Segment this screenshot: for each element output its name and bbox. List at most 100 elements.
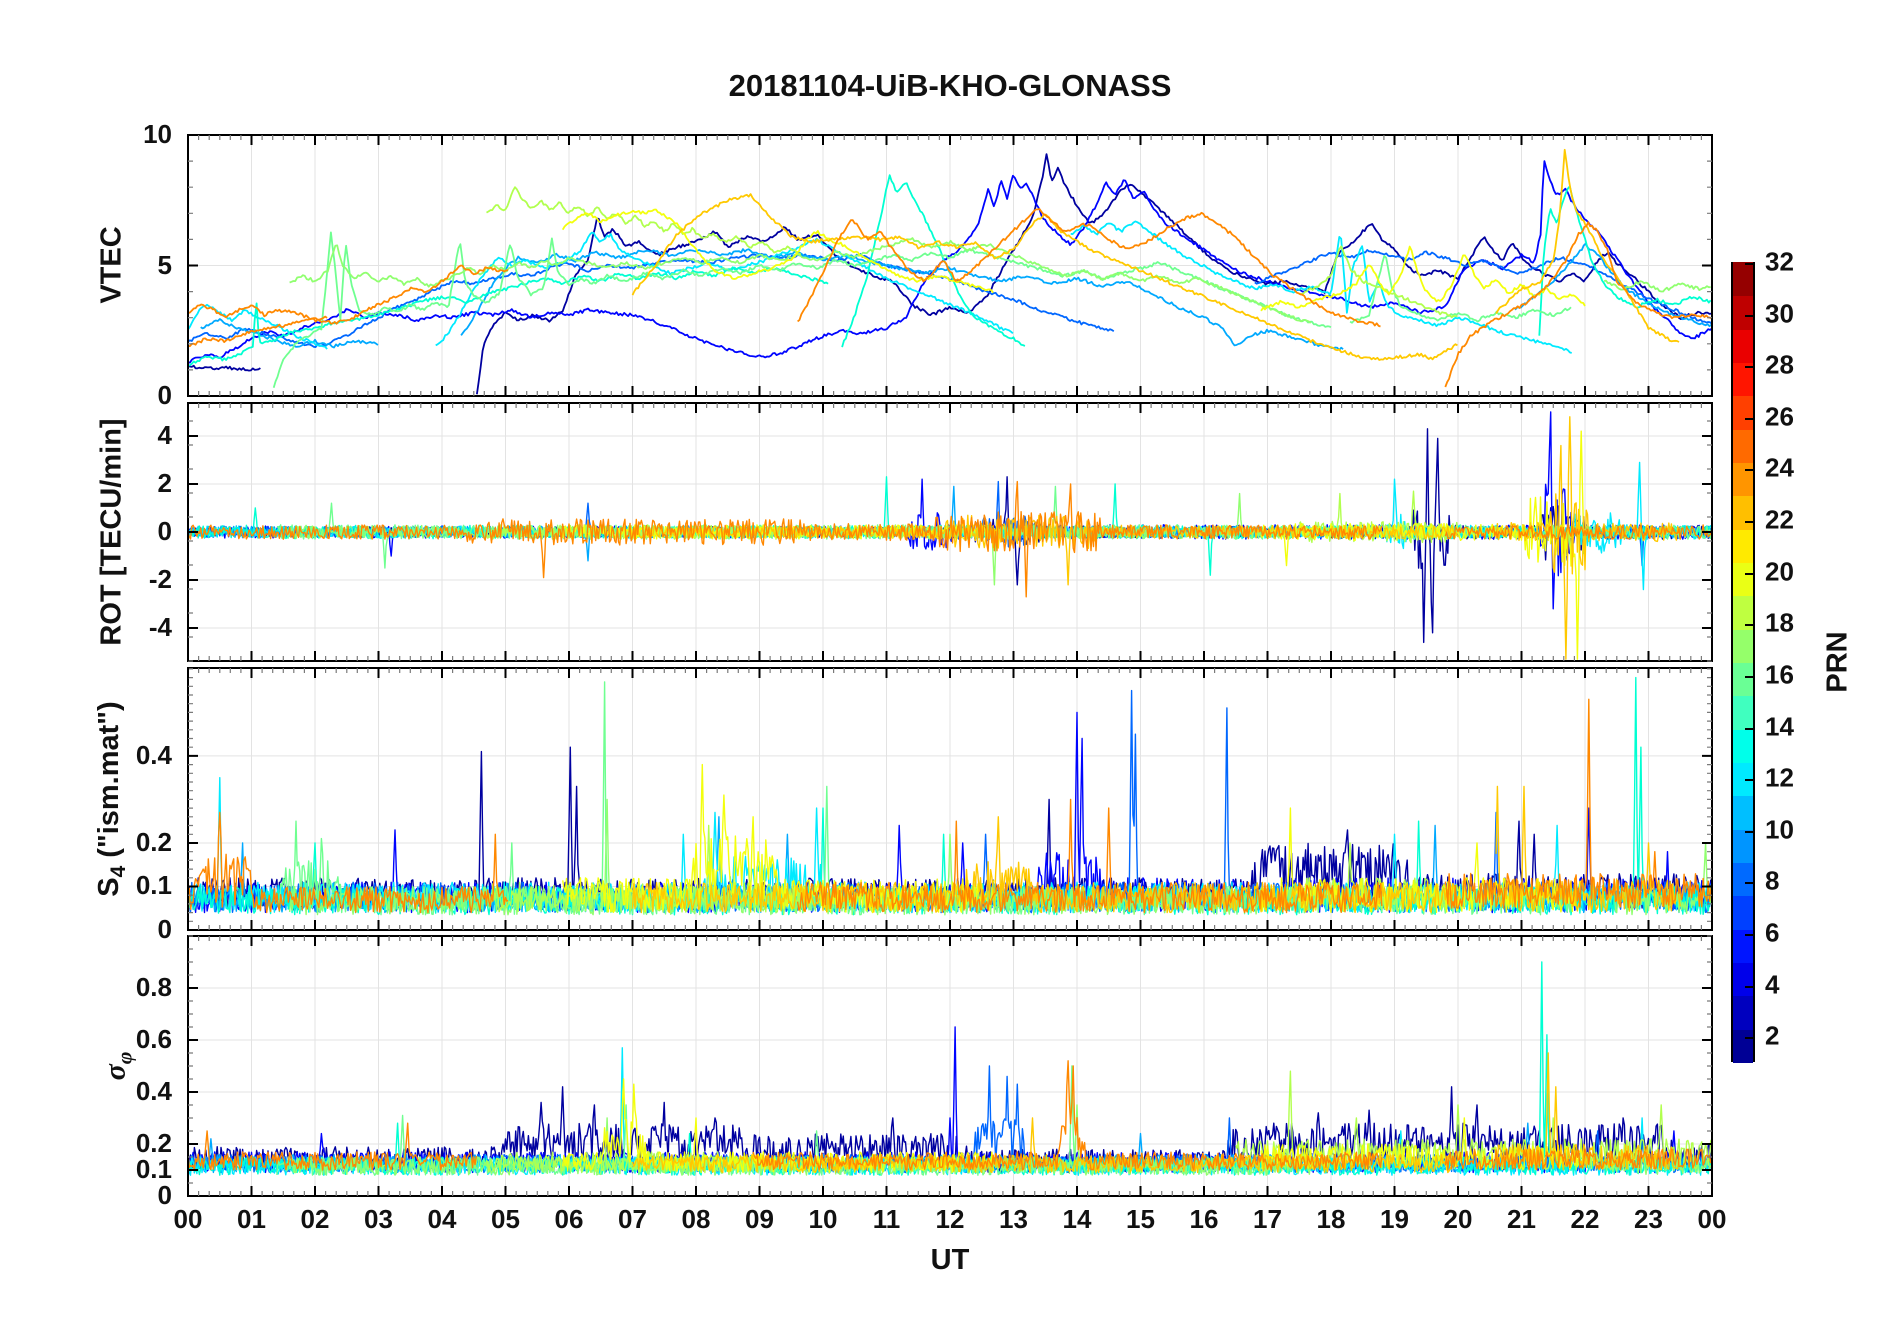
y-tick-label-vtec: 5 [157, 249, 172, 280]
major-ticks-rot [187, 403, 1713, 661]
x-tick-label: 13 [999, 1204, 1028, 1234]
colorbar-tick [1745, 727, 1753, 730]
x-tick-label: 07 [618, 1204, 647, 1234]
y-tick-label-rot: 4 [157, 420, 172, 450]
colorbar-segment [1733, 962, 1753, 997]
x-tick-label: 15 [1126, 1204, 1155, 1234]
major-ticks-s4 [187, 668, 1713, 931]
colorbar-tick [1745, 779, 1753, 782]
colorbar-tick [1745, 675, 1753, 678]
colorbar-tick [1745, 624, 1753, 627]
colorbar-tick [1745, 366, 1753, 369]
x-tick-label: 00 [1697, 1204, 1727, 1234]
x-tick-label: 23 [1634, 1204, 1663, 1234]
x-tick-label: 05 [491, 1204, 520, 1234]
colorbar-segment [1733, 495, 1753, 530]
panel-s4 [187, 667, 1713, 931]
x-tick-label: 03 [364, 1204, 393, 1234]
series-prn18-vtec [486, 186, 1458, 319]
series-prn10-vtec [200, 242, 1712, 351]
colorbar-segment [1733, 395, 1753, 430]
colorbar-segment [1733, 362, 1753, 397]
x-tick-label: 04 [427, 1204, 457, 1234]
y-tick-label-sigma-phi: 0 [157, 1180, 172, 1210]
colorbar-segment [1733, 562, 1753, 597]
colorbar-segment [1733, 462, 1753, 497]
y-tick-label-vtec: 10 [143, 119, 172, 149]
colorbar-tick [1745, 1037, 1753, 1040]
colorbar-segment [1733, 928, 1753, 963]
colorbar-segment [1733, 295, 1753, 330]
colorbar-tick [1745, 263, 1753, 265]
major-ticks-sigma-phi [187, 936, 1713, 1197]
gridlines-vtec [188, 135, 1712, 396]
x-tick-label: 14 [1062, 1204, 1092, 1234]
minor-ticks-s4 [188, 668, 1712, 931]
colorbar-tick [1745, 572, 1753, 575]
series-group-s4 [188, 676, 1712, 916]
colorbar-tick-label: 14 [1765, 711, 1794, 742]
panel-sigma-phi [187, 935, 1713, 1197]
x-tick-label: 19 [1380, 1204, 1409, 1234]
panel-rot [187, 402, 1713, 662]
y-tick-label-sigma-phi: 0.6 [135, 1024, 172, 1054]
colorbar-segment [1733, 595, 1753, 630]
colorbar-tick-label: 22 [1765, 504, 1794, 535]
minor-ticks-vtec [188, 134, 1712, 397]
colorbar-tick-label: 10 [1765, 814, 1794, 845]
panel-vtec [187, 134, 1713, 397]
x-tick-label: 20 [1443, 1204, 1473, 1234]
series-prn24-s4 [188, 698, 1712, 914]
y-tick-label-sigma-phi: 0.8 [135, 972, 172, 1002]
x-tick-label: 10 [808, 1204, 838, 1234]
colorbar-segment [1733, 828, 1753, 863]
series-prn16-vtec [272, 231, 1572, 389]
colorbar-tick [1745, 830, 1753, 833]
colorbar-tick [1745, 933, 1753, 936]
x-tick-label: 22 [1570, 1204, 1600, 1234]
x-tick-label: 11 [872, 1204, 901, 1234]
y-tick-label-sigma-phi: 0.4 [135, 1076, 172, 1106]
series-prn17-vtec [289, 237, 1711, 324]
y-tick-label-sigma-phi: 0.1 [135, 1154, 172, 1184]
y-tick-label-rot: -2 [148, 564, 172, 594]
ylabel-s4: S4 ("ism.mat") [93, 701, 131, 896]
colorbar-tick [1745, 417, 1753, 420]
series-prn2-vtec [188, 153, 1712, 395]
x-tick-label: 18 [1316, 1204, 1346, 1234]
colorbar-segment [1733, 695, 1753, 730]
x-tick-label: 09 [745, 1204, 774, 1234]
y-tick-label-rot: 0 [157, 516, 172, 546]
series-group-rot [188, 411, 1712, 660]
colorbar-tick [1745, 314, 1753, 317]
colorbar-tick-label: 16 [1765, 659, 1794, 690]
colorbar-segment [1733, 662, 1753, 697]
x-tick-label: 08 [681, 1204, 711, 1234]
colorbar-tick [1745, 882, 1753, 885]
minor-ticks-sigma-phi [188, 935, 1712, 1197]
colorbar-tick-label: 6 [1765, 917, 1780, 948]
colorbar-segment [1733, 728, 1753, 763]
colorbar-tick-label: 28 [1765, 349, 1794, 380]
series-group-sigma-phi [188, 961, 1712, 1176]
colorbar-tick-label: 26 [1765, 401, 1794, 432]
series-prn17-rot [288, 492, 1313, 586]
x-tick-label: 00 [173, 1204, 203, 1234]
colorbar-segment [1733, 328, 1753, 363]
y-tick-label-vtec: 0 [157, 380, 172, 410]
colorbar-prn-label: PRN [1821, 631, 1854, 693]
x-tick-label: 02 [300, 1204, 330, 1234]
chart-title: 20181104-UiB-KHO-GLONASS [728, 68, 1172, 103]
x-tick-label: 12 [935, 1204, 965, 1234]
colorbar-tick [1745, 521, 1753, 524]
colorbar-tick [1745, 469, 1753, 472]
colorbar-segment [1733, 862, 1753, 897]
x-tick-label: 21 [1507, 1204, 1536, 1234]
y-tick-label-s4: 0.4 [135, 739, 172, 770]
gridlines-sigma-phi [188, 936, 1712, 1196]
xlabel-ut: UT [930, 1244, 970, 1276]
colorbar-segment [1733, 762, 1753, 797]
colorbar-tick-label: 8 [1765, 865, 1780, 896]
colorbar-segment [1733, 428, 1753, 463]
